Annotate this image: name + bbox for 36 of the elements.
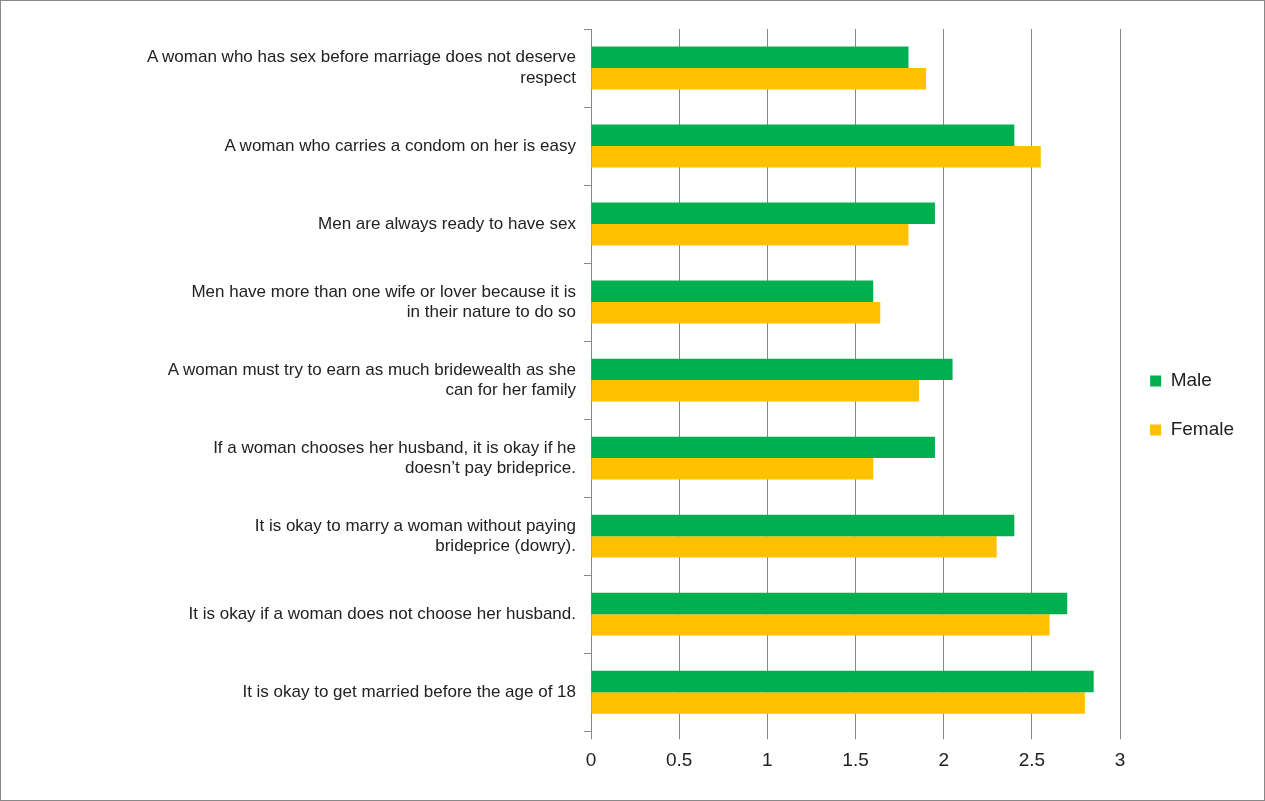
legend-label: Female [1170,418,1234,440]
bar [591,302,881,324]
bar [591,224,909,246]
y-tick-label: Men have more than one wife or lover because it is in their nature to do so [191,281,576,321]
y-tick-label: It is okay to get married before the age of 18 [242,681,576,701]
x-tick-label: 3 [1114,748,1126,770]
x-tick-label: 1.5 [842,748,869,770]
y-tick-label: Men are always ready to have sex [318,213,577,233]
x-tick-label: 2.5 [1018,748,1046,770]
bar [591,536,997,558]
y-tick-label: It is okay to marry a woman without paying brideprice (dowry). [254,515,576,556]
x-tick-label: 0 [585,748,597,770]
bar [591,458,874,480]
bar [591,280,874,303]
bar [591,614,1050,636]
bar [591,692,1085,714]
bar [591,592,1068,615]
bar [591,146,1041,168]
bar [591,380,920,402]
y-tick-label: A woman who carries a condom on her is easy [224,135,577,155]
bar [591,436,935,459]
bar [591,202,935,225]
x-tick-label: 0.5 [665,748,693,770]
bar [591,514,1015,537]
y-tick-label: It is okay if a woman does not choose her husband. [188,603,576,623]
bar [591,68,927,90]
bar [591,358,953,381]
y-tick-label: If a woman chooses her husband, it is okay if he doesn’t pay brideprice. [213,437,576,478]
x-tick-label: 2 [938,748,950,770]
bar [591,46,909,69]
bar [591,124,1015,147]
x-tick-label: 1 [762,748,773,770]
bar [591,670,1094,693]
y-tick-label: A woman must try to earn as much bridewealth as she can for her family [167,359,577,399]
legend-label: Male [1170,369,1212,391]
y-tick-label: A woman who has sex before marriage does not deserve respect [146,47,577,87]
